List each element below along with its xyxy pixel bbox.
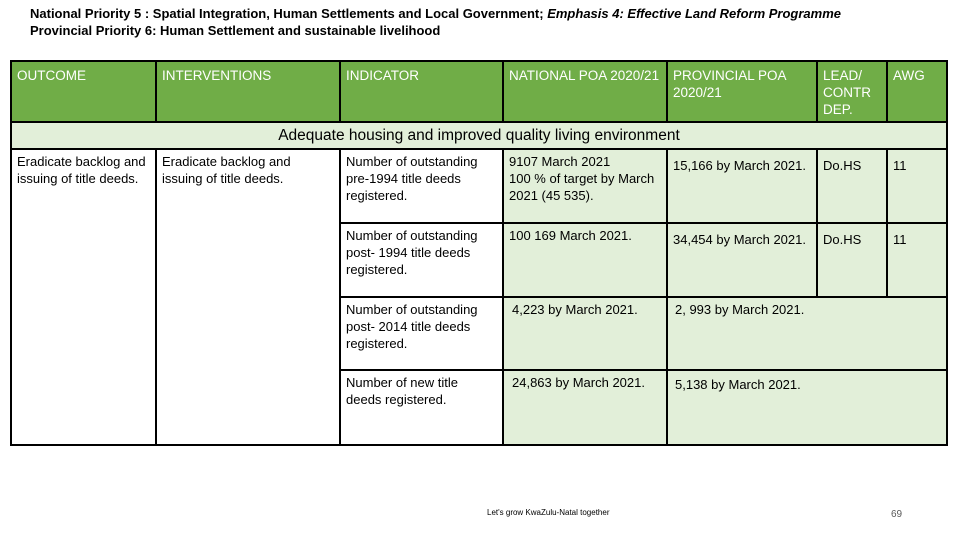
provincial-priority-line: Provincial Priority 6: Human Settlement … xyxy=(30,23,441,38)
awg-cell: 11 xyxy=(886,222,948,298)
footer-tagline: Let's grow KwaZulu-Natal together xyxy=(487,508,610,517)
header-lead-dep: LEAD/ CONTR DEP. xyxy=(816,60,888,123)
outcome-cell: Eradicate backlog and issuing of title d… xyxy=(10,148,157,446)
table-row: Eradicate backlog and issuing of title d… xyxy=(10,148,948,446)
intervention-cell: Eradicate backlog and issuing of title d… xyxy=(155,148,341,446)
indicator-cell: Number of new title deeds registered. xyxy=(339,369,504,446)
provincial-poa-cell: 34,454 by March 2021. xyxy=(666,222,818,298)
awg-cell: 11 xyxy=(886,148,948,224)
national-poa-cell: 100 169 March 2021. xyxy=(502,222,668,298)
emphasis-text: Emphasis 4: Effective Land Reform Progra… xyxy=(547,6,841,21)
national-poa-cell: 24,863 by March 2021. xyxy=(502,369,668,446)
indicator-cell: Number of outstanding post- 2014 title d… xyxy=(339,296,504,371)
lead-cell: Do.HS xyxy=(816,148,888,224)
national-priority-line: National Priority 5 : Spatial Integratio… xyxy=(30,5,841,22)
provincial-poa-cell: 15,166 by March 2021. xyxy=(666,148,818,224)
header-interventions: INTERVENTIONS xyxy=(155,60,341,123)
table-banner-row: Adequate housing and improved quality li… xyxy=(10,121,948,150)
table-row: Number of outstanding post- 2014 title d… xyxy=(11,296,948,371)
table-header-row: OUTCOME INTERVENTIONS INDICATOR NATIONAL… xyxy=(10,60,948,123)
national-poa-line: 9107 March 2021 xyxy=(509,154,611,169)
slide-heading: National Priority 5 : Spatial Integratio… xyxy=(30,5,841,39)
header-indicator: INDICATOR xyxy=(339,60,504,123)
table-row: Number of outstanding post- 1994 title d… xyxy=(11,222,948,298)
provincial-poa-cell: 2, 993 by March 2021. xyxy=(666,296,948,371)
header-national-poa: NATIONAL POA 2020/21 xyxy=(502,60,668,123)
national-poa-cell: 4,223 by March 2021. xyxy=(502,296,668,371)
priority-table: OUTCOME INTERVENTIONS INDICATOR NATIONAL… xyxy=(10,60,948,446)
indicator-cell: Number of outstanding post- 1994 title d… xyxy=(339,222,504,298)
indicator-cell: Number of outstanding pre-1994 title dee… xyxy=(339,148,504,224)
banner-text: Adequate housing and improved quality li… xyxy=(10,121,948,150)
table-row: Number of new title deeds registered. 24… xyxy=(11,369,948,446)
page-number: 69 xyxy=(891,509,903,520)
lead-cell: Do.HS xyxy=(816,222,888,298)
national-priority-text: National Priority 5 : Spatial Integratio… xyxy=(30,6,548,21)
provincial-poa-cell: 5,138 by March 2021. xyxy=(666,369,948,446)
header-outcome: OUTCOME xyxy=(10,60,157,123)
header-provincial-poa: PROVINCIAL POA 2020/21 xyxy=(666,60,818,123)
national-poa-cell: 9107 March 2021 100 % of target by March… xyxy=(502,148,668,224)
national-poa-line: 100 % of target by March 2021 (45 535). xyxy=(509,171,655,203)
header-awg: AWG xyxy=(886,60,948,123)
